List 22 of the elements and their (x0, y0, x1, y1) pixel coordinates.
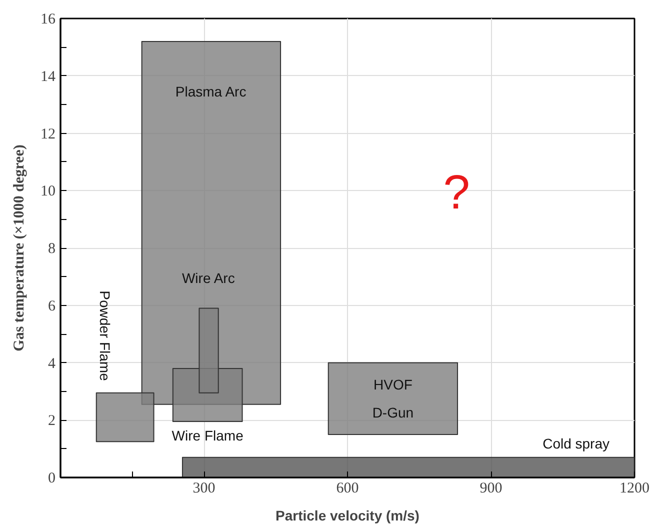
series-label: HVOF D-Gun (372, 376, 414, 421)
y-tick-label: 16 (40, 12, 56, 28)
x-axis-title: Particle velocity (m/s) (276, 508, 420, 524)
x-tick-label: 900 (480, 480, 502, 496)
series-label: Cold spray (542, 435, 610, 452)
series-label: Wire Flame (172, 428, 244, 444)
series-label: Wire Arc (182, 270, 235, 286)
text: Powder Flame (97, 290, 114, 382)
y-tick-label: 4 (48, 356, 56, 372)
y-axis-title: Gas temperature (×1000 degree) (12, 144, 28, 352)
series-label: Plasma Arc (175, 83, 246, 100)
x-tick-label: 300 (192, 480, 216, 496)
y-tick-label: 0 (48, 470, 56, 486)
y-tick-label: 2 (48, 413, 56, 430)
x-tick-label: 600 (336, 480, 359, 496)
y-tick-label: 6 (48, 298, 56, 314)
y-tick-label: 14 (40, 68, 56, 85)
y-tick-label: 8 (48, 241, 56, 257)
y-tick-label: 10 (40, 184, 56, 200)
y-tick-label: 12 (40, 126, 56, 142)
annotation: ? (443, 166, 470, 220)
x-tick-label: 1200 (620, 480, 650, 496)
